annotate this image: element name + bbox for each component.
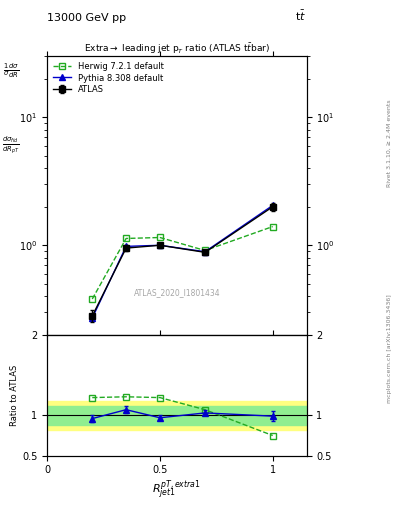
Pythia 8.308 default xyxy=(124,243,129,249)
Text: Rivet 3.1.10, ≥ 2.4M events: Rivet 3.1.10, ≥ 2.4M events xyxy=(387,99,392,187)
Line: Herwig 7.2.1 default: Herwig 7.2.1 default xyxy=(90,224,275,302)
Text: mcplots.cern.ch [arXiv:1306.3436]: mcplots.cern.ch [arXiv:1306.3436] xyxy=(387,294,392,402)
Legend: Herwig 7.2.1 default, Pythia 8.308 default, ATLAS: Herwig 7.2.1 default, Pythia 8.308 defau… xyxy=(50,59,167,97)
Herwig 7.2.1 default xyxy=(270,224,275,230)
X-axis label: $R_{jet1}^{pT,extra1}$: $R_{jet1}^{pT,extra1}$ xyxy=(152,478,201,502)
Text: $\frac{d\sigma_{fid}}{dR_{pT}}$: $\frac{d\sigma_{fid}}{dR_{pT}}$ xyxy=(2,134,20,156)
Text: t$\bar{t}$: t$\bar{t}$ xyxy=(296,9,307,23)
Text: 13000 GeV pp: 13000 GeV pp xyxy=(47,13,126,23)
Herwig 7.2.1 default xyxy=(158,234,162,241)
Pythia 8.308 default xyxy=(158,242,162,248)
Title: Extra$\rightarrow$ leading jet p$_T$ ratio (ATLAS t$\bar{t}$bar): Extra$\rightarrow$ leading jet p$_T$ rat… xyxy=(84,41,270,56)
Y-axis label: Ratio to ATLAS: Ratio to ATLAS xyxy=(10,365,19,426)
Herwig 7.2.1 default xyxy=(203,247,208,253)
Text: ATLAS_2020_I1801434: ATLAS_2020_I1801434 xyxy=(134,288,220,297)
Pythia 8.308 default xyxy=(270,202,275,208)
Text: $\frac{1}{\sigma}\frac{d\sigma}{dR}$: $\frac{1}{\sigma}\frac{d\sigma}{dR}$ xyxy=(2,62,19,80)
Pythia 8.308 default xyxy=(90,315,95,321)
Pythia 8.308 default xyxy=(203,249,208,255)
Herwig 7.2.1 default xyxy=(124,236,129,242)
Line: Pythia 8.308 default: Pythia 8.308 default xyxy=(90,203,275,321)
Herwig 7.2.1 default xyxy=(90,296,95,302)
